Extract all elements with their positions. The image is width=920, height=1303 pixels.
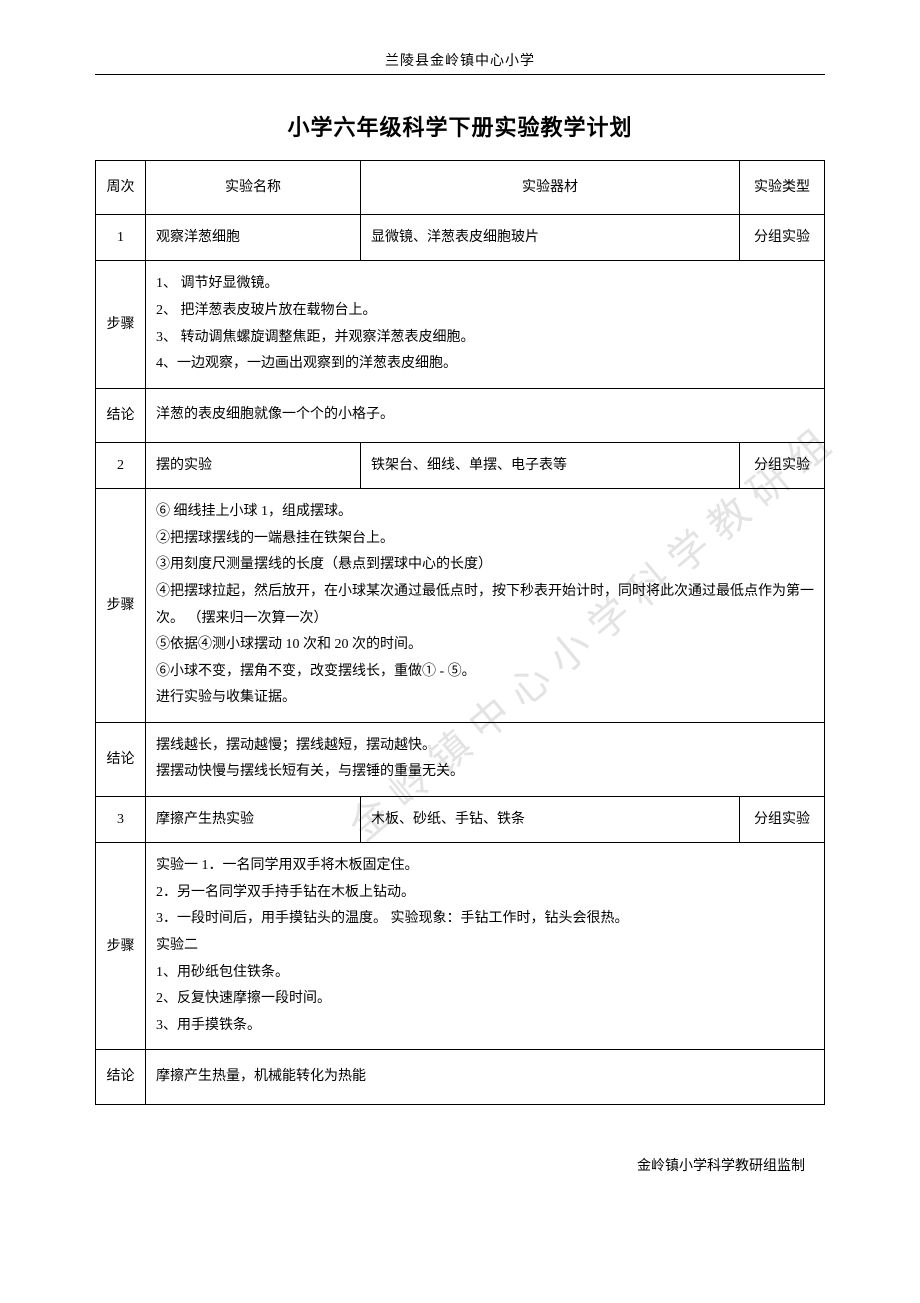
header-exp-name: 实验名称	[146, 161, 361, 215]
cell-week: 1	[96, 215, 146, 261]
cell-steps-label: 步骤	[96, 489, 146, 723]
cell-conclusion-content: 摆线越长，摆动越慢；摆线越短，摆动越快。摆摆动快慢与摆线长短有关，与摆锤的重量无…	[146, 722, 825, 796]
cell-conclusion-label: 结论	[96, 722, 146, 796]
table-row: 结论 摆线越长，摆动越慢；摆线越短，摆动越快。摆摆动快慢与摆线长短有关，与摆锤的…	[96, 722, 825, 796]
cell-equipment: 显微镜、洋葱表皮细胞玻片	[361, 215, 740, 261]
footer-text: 金岭镇小学科学教研组监制	[95, 1155, 825, 1175]
header-equipment: 实验器材	[361, 161, 740, 215]
table-row: 3 摩擦产生热实验 木板、砂纸、手钻、铁条 分组实验	[96, 797, 825, 843]
cell-exp-name: 观察洋葱细胞	[146, 215, 361, 261]
cell-conclusion-label: 结论	[96, 1050, 146, 1104]
cell-equipment: 铁架台、细线、单摆、电子表等	[361, 442, 740, 488]
cell-conclusion-content: 洋葱的表皮细胞就像一个个的小格子。	[146, 388, 825, 442]
cell-steps-content: 实验一 1．一名同学用双手将木板固定住。2．另一名同学双手持手钻在木板上钻动。3…	[146, 843, 825, 1050]
table-header-row: 周次 实验名称 实验器材 实验类型	[96, 161, 825, 215]
cell-equipment: 木板、砂纸、手钻、铁条	[361, 797, 740, 843]
cell-steps-label: 步骤	[96, 843, 146, 1050]
table-row: 1 观察洋葱细胞 显微镜、洋葱表皮细胞玻片 分组实验	[96, 215, 825, 261]
table-row: 2 摆的实验 铁架台、细线、单摆、电子表等 分组实验	[96, 442, 825, 488]
table-row: 结论 洋葱的表皮细胞就像一个个的小格子。	[96, 388, 825, 442]
cell-steps-label: 步骤	[96, 261, 146, 388]
cell-week: 3	[96, 797, 146, 843]
table-row: 步骤 1、 调节好显微镜。2、 把洋葱表皮玻片放在载物台上。3、 转动调焦螺旋调…	[96, 261, 825, 388]
cell-exp-type: 分组实验	[740, 442, 825, 488]
school-header: 兰陵县金岭镇中心小学	[95, 50, 825, 75]
document-title: 小学六年级科学下册实验教学计划	[95, 110, 825, 142]
table-row: 步骤 ⑥ 细线挂上小球 1，组成摆球。②把摆球摆线的一端悬挂在铁架台上。③用刻度…	[96, 489, 825, 723]
cell-steps-content: 1、 调节好显微镜。2、 把洋葱表皮玻片放在载物台上。3、 转动调焦螺旋调整焦距…	[146, 261, 825, 388]
cell-exp-type: 分组实验	[740, 215, 825, 261]
table-row: 结论 摩擦产生热量，机械能转化为热能	[96, 1050, 825, 1104]
experiment-table-wrapper: 周次 实验名称 实验器材 实验类型 1 观察洋葱细胞 显微镜、洋葱表皮细胞玻片 …	[95, 160, 825, 1105]
header-exp-type: 实验类型	[740, 161, 825, 215]
cell-exp-name: 摩擦产生热实验	[146, 797, 361, 843]
cell-steps-content: ⑥ 细线挂上小球 1，组成摆球。②把摆球摆线的一端悬挂在铁架台上。③用刻度尺测量…	[146, 489, 825, 723]
cell-week: 2	[96, 442, 146, 488]
cell-conclusion-content: 摩擦产生热量，机械能转化为热能	[146, 1050, 825, 1104]
header-week: 周次	[96, 161, 146, 215]
cell-exp-name: 摆的实验	[146, 442, 361, 488]
cell-exp-type: 分组实验	[740, 797, 825, 843]
experiment-table: 周次 实验名称 实验器材 实验类型 1 观察洋葱细胞 显微镜、洋葱表皮细胞玻片 …	[95, 160, 825, 1105]
cell-conclusion-label: 结论	[96, 388, 146, 442]
table-row: 步骤 实验一 1．一名同学用双手将木板固定住。2．另一名同学双手持手钻在木板上钻…	[96, 843, 825, 1050]
